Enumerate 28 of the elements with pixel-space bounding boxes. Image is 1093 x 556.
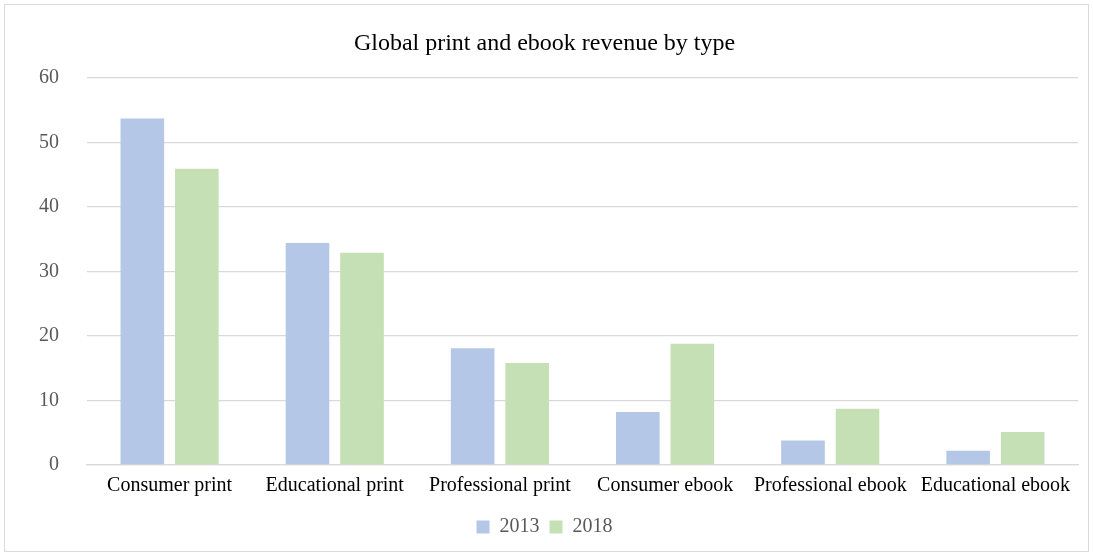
- x-tick-label: Consumer ebook: [597, 473, 734, 496]
- bar: [946, 450, 990, 465]
- x-tick-label: Professional print: [429, 473, 572, 497]
- x-tick-label: Educational print: [265, 473, 405, 497]
- x-tick-label: Educational ebook: [920, 473, 1071, 496]
- y-tick-label: 0: [49, 452, 59, 475]
- y-tick-label: 40: [39, 194, 59, 217]
- bar: [781, 440, 825, 465]
- legend-label: 2018: [572, 514, 613, 537]
- y-tick-label: 60: [39, 65, 59, 88]
- bar: [616, 412, 660, 465]
- bar: [505, 363, 549, 465]
- x-tick-label: Consumer print: [107, 473, 233, 497]
- bar: [120, 118, 165, 465]
- bar: [1000, 432, 1045, 465]
- x-tick-label: Professional ebook: [753, 473, 907, 496]
- bar: [340, 252, 384, 465]
- y-tick-label: 20: [39, 323, 59, 346]
- bar: [670, 343, 715, 465]
- y-tick-label: 10: [39, 387, 59, 410]
- y-tick-label: 50: [39, 129, 59, 152]
- chart-title: Global print and ebook revenue by type: [353, 28, 736, 55]
- y-tick-label: 30: [39, 258, 59, 281]
- legend-label: 2013: [499, 514, 540, 537]
- bar: [175, 168, 219, 465]
- bar: [285, 243, 330, 465]
- bar: [835, 408, 880, 465]
- bar: [450, 348, 495, 465]
